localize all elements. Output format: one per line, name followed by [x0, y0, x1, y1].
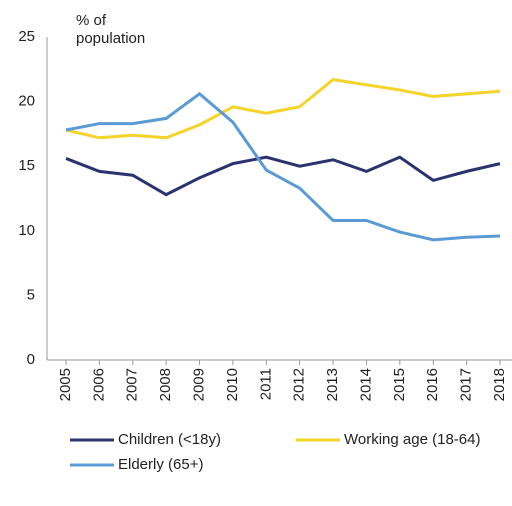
legend-label: Children (<18y): [118, 431, 221, 448]
x-tick-label: 2016: [424, 368, 441, 401]
y-tick-label: 0: [27, 351, 35, 368]
x-tick-label: 2005: [57, 368, 74, 401]
series-line: [65, 78, 501, 140]
legend-label: Working age (18-64): [344, 431, 480, 448]
y-tick-label: 20: [18, 93, 35, 110]
x-tick-label: 2011: [257, 368, 274, 400]
x-tick-label: 2007: [124, 368, 141, 401]
y-tick-label: 10: [18, 222, 35, 239]
y-tick-label: 5: [27, 286, 35, 303]
series-line: [65, 91, 501, 242]
x-tick-label: 2010: [224, 368, 241, 401]
x-tick-label: 2013: [324, 368, 341, 401]
x-tick-label: 2006: [90, 368, 107, 401]
x-tick-label: 2018: [491, 368, 508, 401]
x-tick-label: 2014: [357, 368, 374, 401]
x-tick-label: 2012: [291, 368, 308, 401]
y-tick-label: 25: [18, 28, 35, 45]
legend-label: Elderly (65+): [118, 456, 203, 473]
y-axis-label: % of population: [76, 12, 146, 47]
x-tick-label: 2017: [458, 368, 475, 401]
y-tick-label: 15: [18, 157, 35, 174]
x-tick-label: 2015: [391, 368, 408, 401]
x-tick-label: 2008: [157, 368, 174, 401]
x-tick-label: 2009: [191, 368, 208, 401]
series-line: [65, 155, 501, 197]
